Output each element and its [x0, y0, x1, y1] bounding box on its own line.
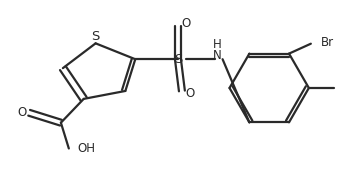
Text: O: O [181, 17, 190, 30]
Text: Br: Br [321, 36, 334, 49]
Text: O: O [18, 106, 27, 119]
Text: S: S [91, 30, 100, 43]
Text: N: N [213, 49, 222, 62]
Text: S: S [174, 53, 182, 66]
Text: O: O [185, 87, 194, 100]
Text: H: H [213, 38, 222, 51]
Text: OH: OH [78, 142, 96, 155]
